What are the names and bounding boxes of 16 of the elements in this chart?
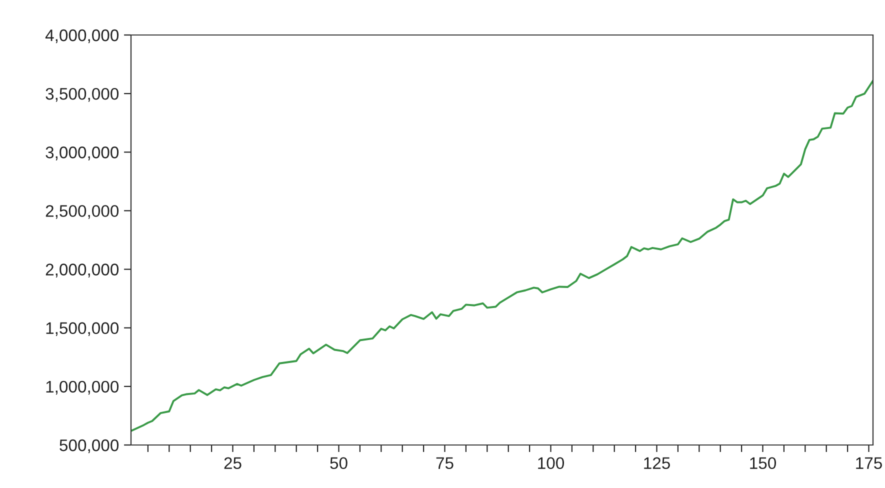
y-tick-label: 4,000,000 (45, 29, 119, 44)
x-tick-label: 25 (224, 457, 242, 470)
y-tick-label: 1,500,000 (46, 322, 119, 336)
y-tick-label: 500,000 (60, 439, 119, 454)
line-series (131, 80, 873, 432)
x-tick-label: 75 (436, 457, 454, 470)
x-tick-label: 175 (856, 457, 882, 470)
x-tick-label: 150 (750, 457, 776, 470)
y-tick-label: 2,500,000 (46, 205, 119, 219)
x-tick-label: 125 (644, 457, 670, 470)
y-tick-label: 3,000,000 (46, 146, 119, 160)
x-tick-label: 100 (538, 457, 564, 470)
y-tick-label: 3,500,000 (46, 88, 119, 102)
x-tick-label: 50 (330, 457, 348, 470)
y-tick-label: 1,000,000 (46, 380, 119, 395)
y-tick-label: 2,000,000 (46, 264, 119, 278)
